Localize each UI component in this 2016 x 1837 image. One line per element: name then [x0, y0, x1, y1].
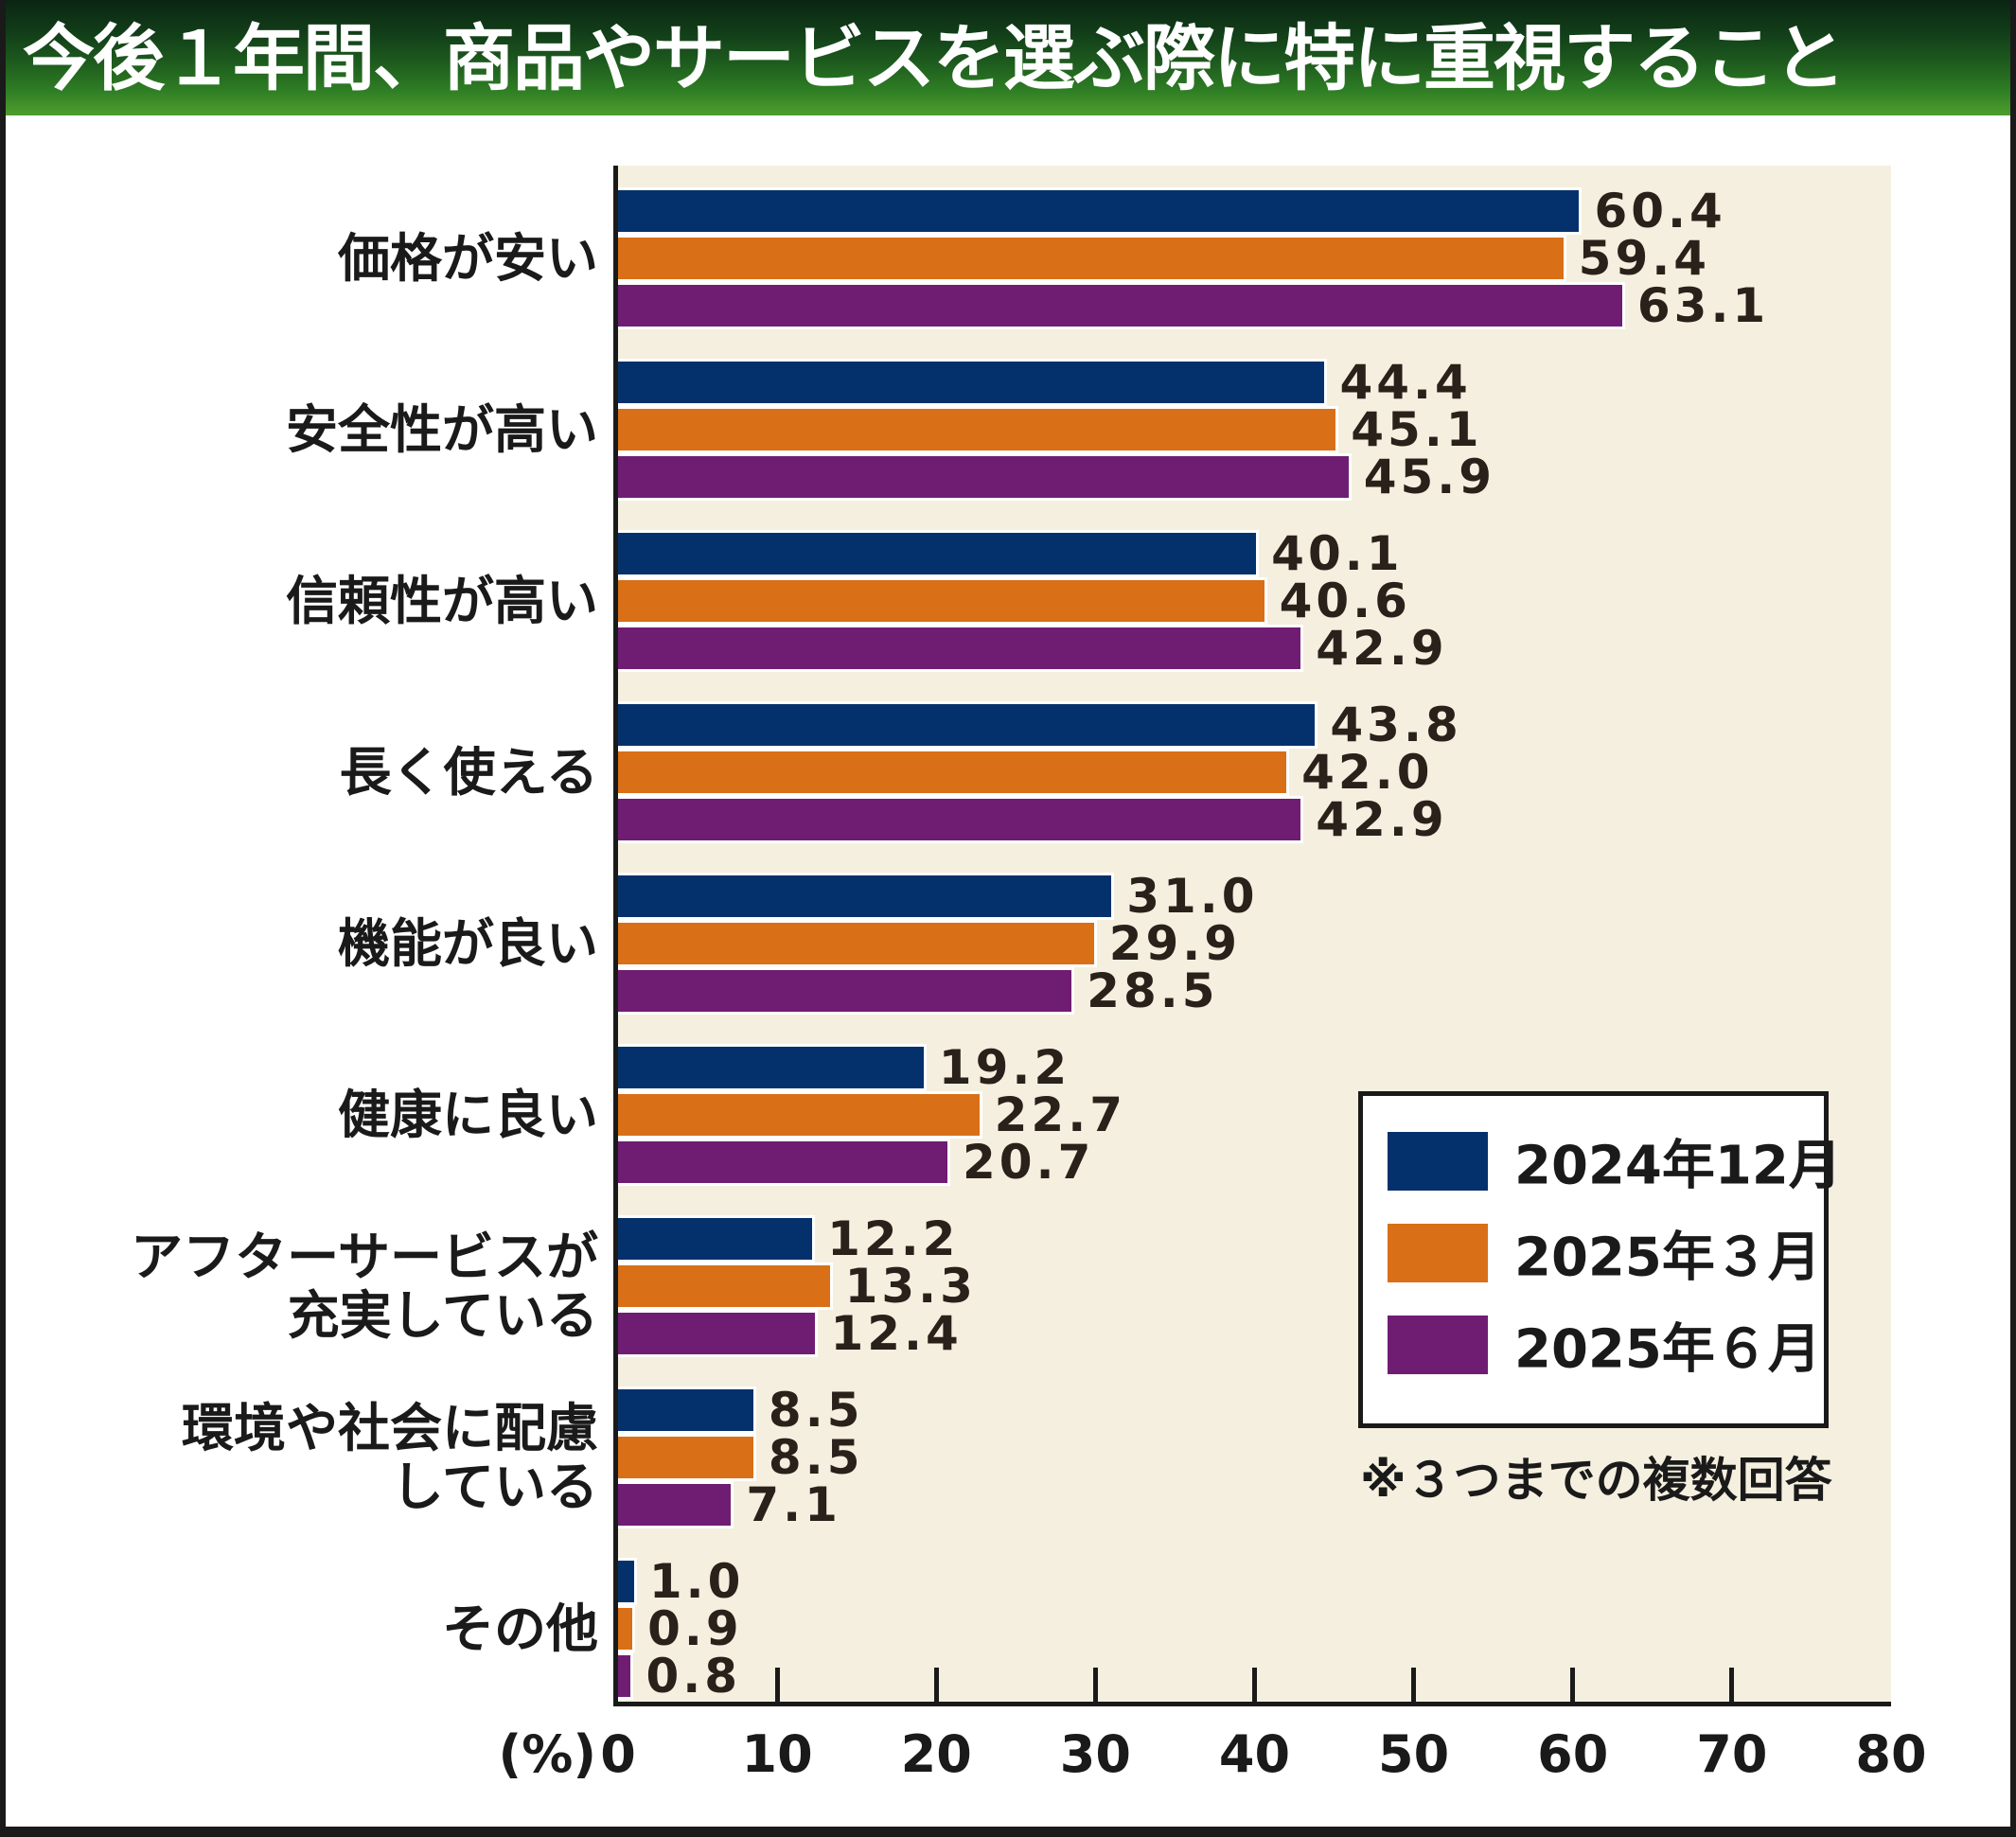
- bar: [618, 873, 1115, 920]
- bar: [618, 625, 1304, 672]
- bar-value-label: 8.5: [768, 1430, 864, 1485]
- bar: [618, 1652, 634, 1700]
- bar: [618, 187, 1583, 235]
- page-title: 今後１年間、商品やサービスを選ぶ際に特に重視すること: [23, 16, 1846, 100]
- bar-value-label: 7.1: [746, 1477, 841, 1532]
- bar: [618, 1044, 927, 1091]
- bar-value-label: 28.5: [1087, 963, 1219, 1018]
- bar-value-label: 60.4: [1594, 184, 1726, 238]
- bar-value-label: 13.3: [844, 1259, 977, 1314]
- bar-value-label: 0.9: [647, 1601, 743, 1656]
- bar: [618, 453, 1352, 501]
- bar-value-label: 40.1: [1271, 526, 1404, 581]
- bar: [618, 282, 1625, 329]
- bar-value-label: 0.8: [645, 1649, 742, 1704]
- bar-value-label: 44.4: [1339, 355, 1472, 410]
- bar-value-label: 22.7: [994, 1087, 1127, 1142]
- legend-label: 2025年３月: [1514, 1227, 1821, 1289]
- bar-value-label: 59.4: [1578, 231, 1711, 286]
- bar-value-label: 43.8: [1330, 698, 1462, 752]
- bar-value-label: 63.1: [1636, 278, 1770, 333]
- bar-value-label: 1.0: [648, 1554, 745, 1609]
- bar: [618, 406, 1339, 453]
- bar-value-label: 19.2: [938, 1040, 1071, 1095]
- category-label: アフターサービスが 充実している: [131, 1227, 598, 1346]
- title-band: 今後１年間、商品やサービスを選ぶ際に特に重視すること: [0, 0, 2010, 115]
- x-axis-tick-label: 0: [600, 1724, 636, 1784]
- bar: [618, 920, 1097, 967]
- category-label: 健康に良い: [337, 1085, 598, 1145]
- bar-value-label: 12.4: [830, 1306, 963, 1361]
- x-axis-tick-label: 60: [1537, 1724, 1609, 1784]
- bar-value-label: 20.7: [963, 1135, 1095, 1190]
- bar-value-label: 29.9: [1108, 916, 1242, 971]
- bar-value-label: 8.5: [768, 1383, 864, 1438]
- bar: [618, 796, 1304, 843]
- legend: 2024年12月 2025年３月 2025年６月: [1358, 1091, 1842, 1428]
- x-axis-tick-label: 50: [1378, 1724, 1450, 1784]
- bar: [618, 1434, 756, 1481]
- bar: [618, 1310, 819, 1357]
- x-axis-tick-label: 70: [1696, 1724, 1768, 1784]
- legend-item: 2025年３月: [1363, 1224, 1824, 1289]
- bar: [618, 1387, 756, 1434]
- x-axis-tick: [933, 1668, 939, 1702]
- legend-item: 2025年６月: [1363, 1316, 1824, 1381]
- bar: [618, 577, 1267, 625]
- x-axis-unit-label: (%): [498, 1724, 596, 1784]
- category-label: 信頼性が高い: [285, 571, 598, 631]
- bar: [618, 1263, 833, 1310]
- bars-layer: [618, 166, 1891, 1702]
- x-axis-tick-label: 40: [1218, 1724, 1291, 1784]
- bar-value-label: 40.6: [1279, 574, 1411, 628]
- x-axis-tick: [1570, 1668, 1576, 1702]
- bar-value-label: 31.0: [1126, 869, 1259, 924]
- bar: [618, 235, 1566, 282]
- bar-value-label: 45.9: [1363, 450, 1496, 504]
- x-axis-tick-label: 10: [741, 1724, 813, 1784]
- bar: [618, 967, 1075, 1015]
- x-axis-tick-label: 20: [900, 1724, 972, 1784]
- legend-label: 2025年６月: [1514, 1318, 1821, 1381]
- legend-item: 2024年12月: [1363, 1132, 1842, 1197]
- category-label: 環境や社会に配慮 している: [181, 1398, 598, 1517]
- x-axis-tick: [1252, 1668, 1257, 1702]
- bar-value-label: 42.9: [1316, 792, 1448, 847]
- category-label: 価格が安い: [337, 228, 598, 289]
- bar: [618, 701, 1318, 749]
- bar-value-label: 42.9: [1316, 621, 1448, 676]
- category-label: 安全性が高い: [285, 399, 598, 460]
- legend-label: 2024年12月: [1514, 1135, 1842, 1197]
- x-axis-tick: [1729, 1668, 1735, 1702]
- bar: [618, 1215, 816, 1263]
- category-label: 長く使える: [339, 742, 598, 803]
- bar: [618, 1091, 982, 1139]
- bar-value-label: 45.1: [1351, 402, 1483, 457]
- category-label: 機能が良い: [337, 913, 598, 974]
- bar-value-label: 42.0: [1301, 745, 1434, 800]
- bar: [618, 1481, 734, 1528]
- plot-area: [613, 166, 1891, 1706]
- x-axis-tick-label: 80: [1855, 1724, 1927, 1784]
- x-axis-tick: [1092, 1668, 1098, 1702]
- bar: [618, 530, 1260, 577]
- bar: [618, 1558, 637, 1605]
- x-axis-tick-label: 30: [1059, 1724, 1131, 1784]
- legend-swatch: [1388, 1132, 1488, 1191]
- legend-swatch: [1388, 1316, 1488, 1374]
- x-axis-tick: [1411, 1668, 1417, 1702]
- bar: [618, 749, 1290, 796]
- x-axis-tick: [774, 1668, 780, 1702]
- note-text: ※３つまでの複数回答: [1360, 1453, 1832, 1508]
- bar: [618, 1605, 636, 1652]
- bar: [618, 1139, 951, 1186]
- category-label: その他: [441, 1599, 598, 1659]
- legend-swatch: [1388, 1224, 1488, 1282]
- bar: [618, 359, 1328, 406]
- bar-value-label: 12.2: [827, 1211, 960, 1266]
